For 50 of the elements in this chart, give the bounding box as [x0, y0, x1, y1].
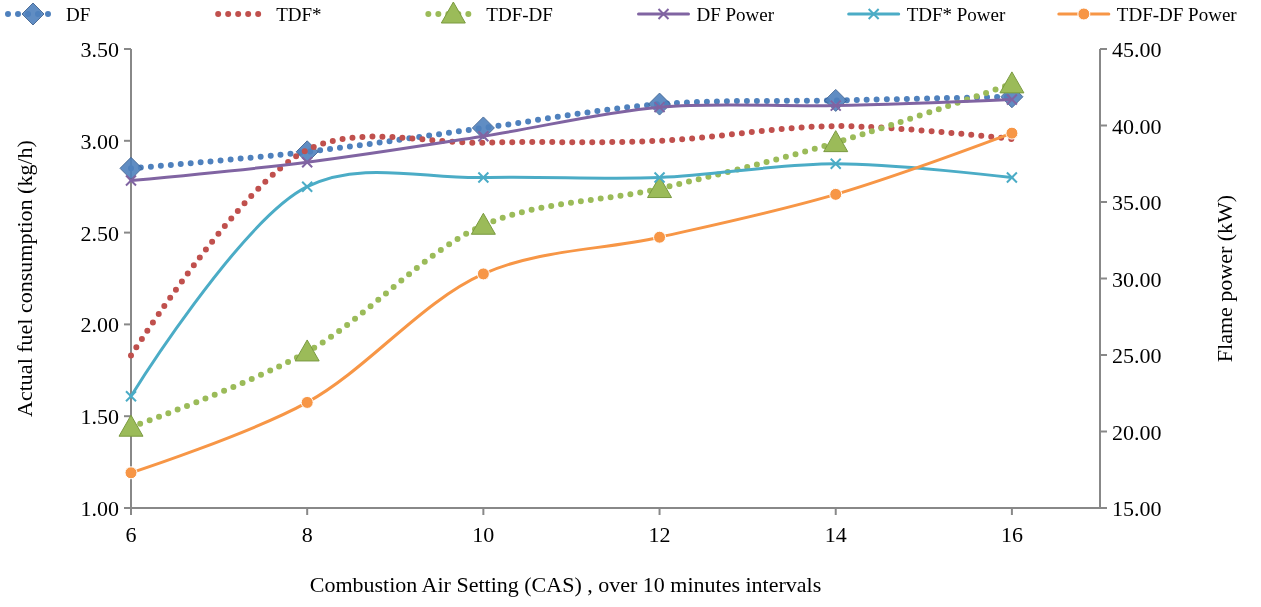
point [477, 171, 490, 184]
point [653, 171, 666, 184]
x-tick-label: 6 [125, 522, 137, 547]
point [1005, 126, 1019, 140]
y-tick-label: 3.50 [80, 37, 119, 62]
y2-tick-label: 15.00 [1112, 496, 1162, 521]
y-axis-title: Actual fuel consumption (kg/h) [12, 140, 37, 417]
legend-label: TDF* [276, 4, 322, 25]
y2-tick-label: 20.00 [1112, 419, 1162, 445]
x-tick-label: 16 [1000, 522, 1023, 547]
legend-label: TDF* Power [906, 4, 1007, 25]
point [999, 71, 1025, 94]
y2-tick-label: 40.00 [1112, 113, 1162, 139]
point [476, 267, 490, 281]
y-tick-label: 2.00 [80, 312, 119, 338]
y2-tick-label: 45.00 [1112, 37, 1162, 62]
point [301, 180, 314, 193]
point [829, 157, 842, 170]
point [477, 130, 490, 143]
point [647, 176, 673, 199]
y-tick-label: 2.50 [80, 220, 119, 246]
point [119, 156, 143, 180]
point [653, 230, 667, 244]
point [118, 414, 144, 437]
y-tick-label: 3.00 [80, 128, 119, 154]
y-tick-label: 1.50 [80, 404, 119, 430]
point [1005, 171, 1018, 184]
x-tick-label: 10 [472, 522, 495, 547]
legend-label: TDF-DF Power [1116, 4, 1238, 25]
point [124, 466, 138, 480]
point [823, 130, 849, 153]
y2-tick-label: 25.00 [1112, 343, 1162, 368]
x-tick-label: 14 [824, 522, 847, 547]
point [300, 395, 314, 409]
point [829, 187, 843, 201]
point [301, 156, 314, 169]
y-tick-label: 1.00 [80, 496, 119, 521]
point [470, 212, 496, 235]
point [125, 174, 137, 187]
point [294, 339, 320, 362]
x-tick-label: 12 [648, 522, 671, 547]
point [125, 390, 137, 403]
y2-tick-label: 30.00 [1112, 266, 1162, 292]
y2-tick-label: 35.00 [1112, 190, 1162, 215]
legend-label: TDF-DF [486, 4, 553, 25]
x-axis-title: Combustion Air Setting (CAS) , over 10 minutes intervals [309, 572, 822, 597]
x-tick-label: 8 [301, 522, 313, 547]
legend-label: DF Power [696, 4, 775, 25]
y2-axis-title: Flame power (kW) [1212, 194, 1237, 363]
legend-label: DF [66, 4, 91, 25]
